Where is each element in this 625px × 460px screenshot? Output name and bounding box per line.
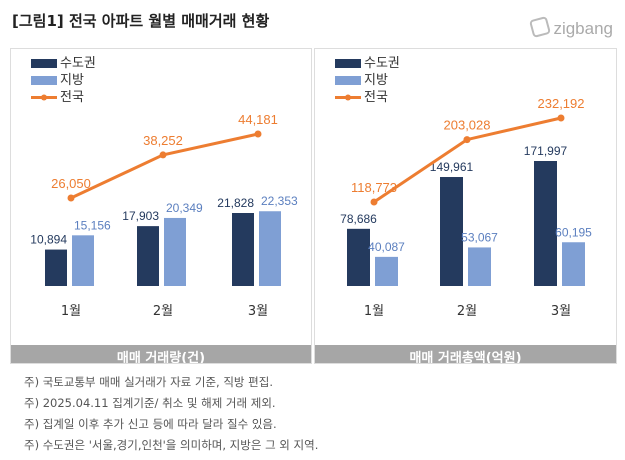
- chart-panel-volume: 10,894 15,156 1월 17,903 20,349 2월 21,828 22,353…: [10, 48, 312, 364]
- bar-value-label: 53,067: [461, 230, 498, 244]
- line-value-label: 232,192: [538, 96, 585, 111]
- national-point: [254, 130, 262, 138]
- national-point: [557, 114, 565, 122]
- bar-capital: [45, 249, 67, 286]
- legend: 수도권 지방 전국: [31, 55, 96, 106]
- bar-regional: [72, 235, 94, 286]
- bar-capital: [440, 177, 463, 286]
- footnotes: 주) 국토교통부 매매 실거래가 자료 기준, 직방 편집. 주) 2025.0…: [24, 372, 318, 456]
- legend-line-marker: [31, 94, 57, 101]
- bar-regional: [375, 256, 398, 286]
- chart-svg: 78,686 40,087 1월 149,961 53,067 2월 171,997 60,1…: [340, 96, 592, 319]
- bar-value-label: 17,903: [122, 209, 159, 223]
- bar-value-label: 20,349: [166, 201, 203, 215]
- legend-label: 지방: [364, 73, 388, 88]
- bar-value-label: 171,997: [524, 144, 568, 158]
- x-tick-label: 2월: [457, 304, 477, 319]
- legend-label: 수도권: [60, 56, 96, 71]
- bar-capital: [534, 161, 557, 286]
- footnote: 주) 국토교통부 매매 실거래가 자료 기준, 직방 편집.: [24, 375, 273, 389]
- bar-value-label: 15,156: [74, 218, 111, 232]
- legend-swatch: [335, 76, 361, 85]
- legend-label: 전국: [364, 90, 388, 105]
- national-point: [67, 194, 75, 202]
- legend-national: 전국: [335, 89, 400, 106]
- x-tick-label: 3월: [248, 304, 268, 319]
- bar-value-label: 60,195: [555, 225, 592, 239]
- legend-regional: 지방: [335, 72, 400, 89]
- legend-label: 지방: [60, 73, 84, 88]
- legend-regional: 지방: [31, 72, 96, 89]
- bar-capital: [347, 228, 370, 286]
- bar-regional: [562, 242, 585, 286]
- x-tick-label: 2월: [153, 304, 173, 319]
- bar-value-label: 22,353: [261, 194, 298, 208]
- legend-line-marker: [335, 94, 361, 101]
- chart-caption: 매매 거래총액(억원): [315, 345, 616, 363]
- legend: 수도권 지방 전국: [335, 55, 400, 106]
- chart-panel-amount: 78,686 40,087 1월 149,961 53,067 2월 171,997 60,1…: [314, 48, 617, 364]
- national-point: [370, 198, 378, 206]
- bar-value-label: 40,087: [368, 240, 405, 254]
- x-tick-label: 1월: [61, 304, 81, 319]
- bar-regional: [164, 217, 186, 286]
- legend-swatch: [31, 59, 57, 68]
- chart-caption: 매매 거래량(건): [11, 345, 311, 363]
- legend-swatch: [31, 76, 57, 85]
- line-value-label: 203,028: [444, 118, 491, 133]
- legend-national: 전국: [31, 89, 96, 106]
- line-value-label: 38,252: [143, 133, 183, 148]
- caption-text: 매매 거래량(건): [116, 351, 206, 364]
- x-tick-label: 3월: [551, 304, 571, 319]
- bar-value-label: 78,686: [340, 212, 377, 226]
- logo-text: zigbang: [553, 19, 613, 38]
- footnote: 주) 집계일 이후 추가 신고 등에 따라 달라 질수 있음.: [24, 417, 277, 431]
- bar-regional: [259, 211, 281, 286]
- zigbang-logo-icon: [529, 15, 552, 39]
- footnote: 주) 2025.04.11 집계기준/ 취소 및 해제 거래 제외.: [24, 396, 276, 410]
- zigbang-logo: zigbang: [529, 15, 613, 39]
- bar-capital: [137, 226, 159, 286]
- x-tick-label: 1월: [364, 304, 384, 319]
- line-value-label: 44,181: [238, 112, 278, 127]
- legend-label: 수도권: [364, 56, 400, 71]
- legend-label: 전국: [60, 90, 84, 105]
- bar-regional: [468, 247, 491, 286]
- footnote: 주) 수도권은 '서울,경기,인천'을 의미하며, 지방은 그 외 지역.: [24, 438, 319, 452]
- bar-capital: [232, 213, 254, 286]
- legend-swatch: [335, 59, 361, 68]
- bar-value-label: 10,894: [30, 233, 67, 247]
- bar-value-label: 21,828: [217, 196, 254, 210]
- line-value-label: 26,050: [51, 176, 91, 191]
- bar-value-label: 149,961: [430, 160, 474, 174]
- national-point: [159, 151, 167, 159]
- line-value-label: 118,773: [351, 180, 397, 195]
- figure-title: [그림1] 전국 아파트 월별 매매거래 현황: [12, 12, 270, 30]
- legend-capital: 수도권: [31, 55, 96, 72]
- caption-text: 매매 거래총액(억원): [409, 351, 522, 364]
- chart-svg: 10,894 15,156 1월 17,903 20,349 2월 21,828 22,353…: [30, 112, 298, 319]
- national-point: [463, 136, 471, 144]
- legend-capital: 수도권: [335, 55, 400, 72]
